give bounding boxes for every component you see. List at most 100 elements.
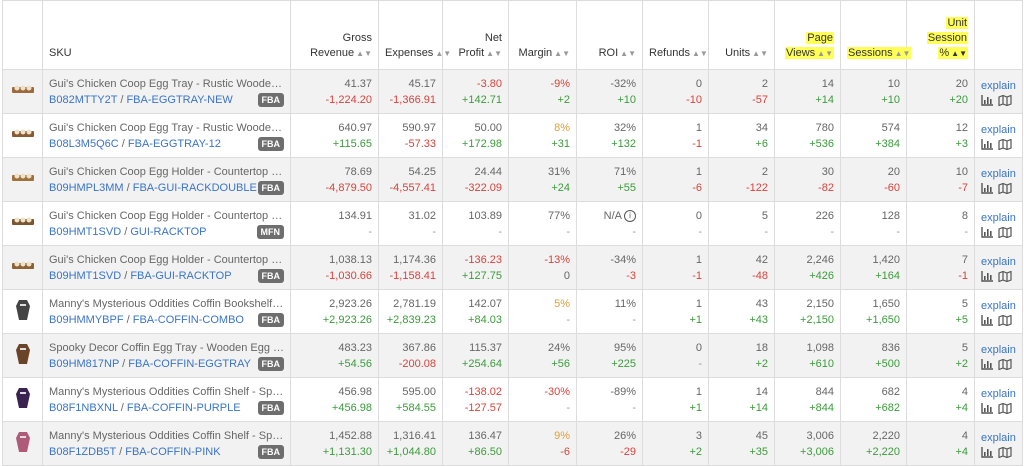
bar-chart-icon[interactable] bbox=[981, 402, 993, 414]
sku-link[interactable]: FBA-COFFIN-PINK bbox=[125, 445, 221, 458]
bar-chart-icon[interactable] bbox=[981, 138, 993, 150]
bar-chart-icon[interactable] bbox=[981, 270, 993, 282]
sku-link[interactable]: FBA-COFFIN-COMBO bbox=[132, 313, 244, 326]
refunds-header[interactable]: Refunds ▲▼ bbox=[642, 0, 709, 70]
sku-link[interactable]: FBA-GUI-RACKDOUBLE bbox=[132, 181, 257, 194]
net-profit-cell: -138.02 -127.57 bbox=[442, 377, 509, 422]
roi-delta: - bbox=[632, 225, 636, 238]
sku-link[interactable]: GUI-RACKTOP bbox=[130, 225, 207, 238]
product-thumbnail[interactable] bbox=[2, 157, 43, 202]
page-views-header[interactable]: Page Views ▲▼ bbox=[774, 0, 841, 70]
margin-value: -13% bbox=[544, 253, 570, 266]
table-row: Manny's Mysterious Oddities Coffin Shelf… bbox=[2, 377, 1023, 422]
product-title: Manny's Mysterious Oddities Coffin Shelf… bbox=[49, 385, 284, 398]
expenses-header[interactable]: Expenses ▲▼ bbox=[378, 0, 451, 70]
roi-cell: N/A i - bbox=[576, 201, 643, 246]
sku-link[interactable]: FBA-EGGTRAY-NEW bbox=[126, 93, 233, 106]
asin-link[interactable]: B09HMT1SVD bbox=[49, 269, 122, 282]
product-thumbnail[interactable] bbox=[2, 289, 43, 334]
sessions-cell: 128 - bbox=[840, 201, 907, 246]
explain-link[interactable]: explain bbox=[981, 431, 1016, 444]
sessions-value: 1,650 bbox=[872, 297, 900, 310]
sku-link[interactable]: FBA-EGGTRAY-12 bbox=[127, 137, 221, 150]
units-cell: 34 +6 bbox=[708, 113, 775, 158]
bar-chart-icon[interactable] bbox=[981, 358, 993, 370]
refunds-value: 1 bbox=[695, 297, 702, 310]
asin-link[interactable]: B09HMT1SVD bbox=[49, 225, 122, 238]
sessions-header[interactable]: Sessions ▲▼ bbox=[840, 0, 912, 70]
refunds-cell: 1 -6 bbox=[642, 157, 709, 202]
table-row: Manny's Mysterious Oddities Coffin Shelf… bbox=[2, 421, 1023, 466]
asin-link[interactable]: B08F1NBXNL bbox=[49, 401, 118, 414]
us-value: 5 bbox=[961, 341, 968, 354]
asin-link[interactable]: B08F1ZDB5T bbox=[49, 445, 117, 458]
product-thumbnail[interactable] bbox=[2, 69, 43, 114]
gross-revenue-cell: 1,452.88 +1,131.30 bbox=[290, 421, 379, 466]
margin-cell: 24% +56 bbox=[508, 333, 577, 378]
explain-link[interactable]: explain bbox=[981, 255, 1016, 268]
refunds-delta: +1 bbox=[689, 313, 702, 326]
net-value: -3.80 bbox=[476, 77, 502, 90]
bar-chart-icon[interactable] bbox=[981, 314, 993, 326]
views-delta: +14 bbox=[815, 93, 834, 106]
margin-value: 8% bbox=[554, 121, 570, 134]
product-thumbnail[interactable] bbox=[2, 377, 43, 422]
bar-chart-icon[interactable] bbox=[981, 226, 993, 238]
us-delta: - bbox=[964, 225, 968, 238]
asin-link[interactable]: B09HMPL3MM bbox=[49, 181, 124, 194]
sku-link[interactable]: FBA-COFFIN-PURPLE bbox=[126, 401, 241, 414]
product-thumbnail[interactable] bbox=[2, 421, 43, 466]
sku-cell: Manny's Mysterious Oddities Coffin Books… bbox=[42, 289, 291, 334]
map-icon[interactable] bbox=[998, 94, 1012, 106]
roi-header[interactable]: ROI ▲▼ bbox=[576, 0, 643, 70]
sku-link[interactable]: FBA-COFFIN-EGGTRAY bbox=[128, 357, 251, 370]
map-icon[interactable] bbox=[998, 358, 1012, 370]
asin-link[interactable]: B09HM817NP bbox=[49, 357, 120, 370]
expenses-delta: - bbox=[432, 225, 436, 238]
product-thumbnail[interactable] bbox=[2, 333, 43, 378]
sessions-cell: 574 +384 bbox=[840, 113, 907, 158]
explain-link[interactable]: explain bbox=[981, 387, 1016, 400]
roi-cell: -34% -3 bbox=[576, 245, 643, 290]
page-views-cell: 780 +536 bbox=[774, 113, 841, 158]
map-icon[interactable] bbox=[998, 270, 1012, 282]
asin-link[interactable]: B08L3M5Q6C bbox=[49, 137, 119, 150]
refunds-cell: 1 +1 bbox=[642, 289, 709, 334]
bar-chart-icon[interactable] bbox=[981, 94, 993, 106]
sessions-delta: +384 bbox=[875, 137, 900, 150]
explain-link[interactable]: explain bbox=[981, 211, 1016, 224]
sku-link[interactable]: FBA-GUI-RACKTOP bbox=[130, 269, 232, 282]
explain-link[interactable]: explain bbox=[981, 167, 1016, 180]
explain-link[interactable]: explain bbox=[981, 299, 1016, 312]
product-thumbnail[interactable] bbox=[2, 113, 43, 158]
units-header[interactable]: Units ▲▼ bbox=[708, 0, 775, 70]
sku-header[interactable]: SKU bbox=[42, 0, 291, 70]
map-icon[interactable] bbox=[998, 182, 1012, 194]
margin-header[interactable]: Margin ▲▼ bbox=[508, 0, 577, 70]
explain-link[interactable]: explain bbox=[981, 123, 1016, 136]
product-thumbnail[interactable] bbox=[2, 201, 43, 246]
unit-session-header[interactable]: Unit Session% ▲▼ bbox=[906, 0, 975, 70]
product-thumbnail[interactable] bbox=[2, 245, 43, 290]
bar-chart-icon[interactable] bbox=[981, 182, 993, 194]
sessions-value: 836 bbox=[881, 341, 900, 354]
expenses-value: 54.25 bbox=[408, 165, 436, 178]
bar-chart-icon[interactable] bbox=[981, 446, 993, 458]
gross-revenue-header[interactable]: Gross Revenue ▲▼ bbox=[290, 0, 379, 70]
asin-link[interactable]: B09HMMYBPF bbox=[49, 313, 124, 326]
views-delta: +844 bbox=[809, 401, 834, 414]
map-icon[interactable] bbox=[998, 138, 1012, 150]
product-image-icon bbox=[11, 173, 34, 181]
page-views-cell: 844 +844 bbox=[774, 377, 841, 422]
margin-cell: 77% - bbox=[508, 201, 577, 246]
explain-link[interactable]: explain bbox=[981, 79, 1016, 92]
map-icon[interactable] bbox=[998, 314, 1012, 326]
asin-link[interactable]: B082MTTY2T bbox=[49, 93, 118, 106]
info-icon[interactable]: i bbox=[624, 209, 636, 222]
map-icon[interactable] bbox=[998, 226, 1012, 238]
map-icon[interactable] bbox=[998, 402, 1012, 414]
map-icon[interactable] bbox=[998, 446, 1012, 458]
net-profit-header[interactable]: Net Profit ▲▼ bbox=[442, 0, 509, 70]
units-delta: -48 bbox=[752, 269, 768, 282]
explain-link[interactable]: explain bbox=[981, 343, 1016, 356]
